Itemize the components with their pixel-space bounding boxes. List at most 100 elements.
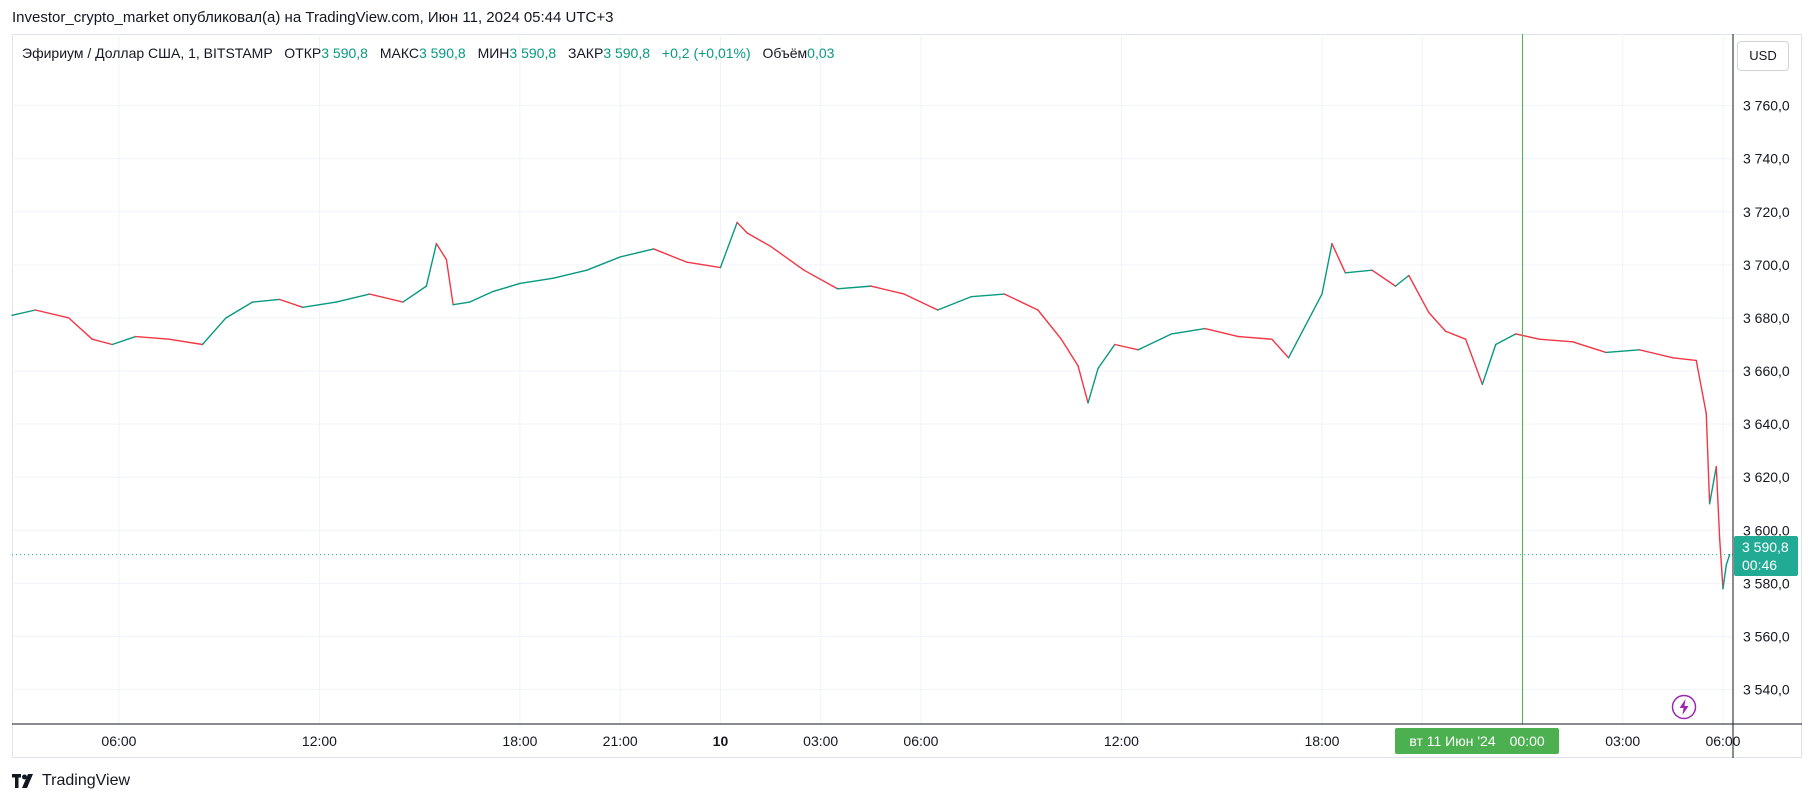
price-segment	[970, 293, 1006, 298]
legend-open-label: ОТКР	[284, 45, 322, 61]
x-tick-label: 06:00	[101, 733, 136, 749]
price-segment	[1695, 359, 1707, 415]
price-segment	[445, 258, 454, 306]
price-segment	[769, 245, 805, 271]
legend-low-label: МИН	[477, 45, 510, 61]
price-segment	[1715, 465, 1721, 539]
y-tick-label: 3 640,0	[1743, 416, 1790, 432]
price-segment	[519, 277, 555, 285]
price-segment	[1321, 242, 1333, 295]
y-tick-label: 3 580,0	[1743, 575, 1790, 591]
price-segment	[936, 296, 972, 311]
x-tick-label: 18:00	[502, 733, 537, 749]
legend-volume-label: Объём	[762, 45, 808, 61]
x-tick-label: 06:00	[903, 733, 938, 749]
crosshair-date: вт 11 Июн '24	[1409, 733, 1496, 749]
legend-close-label: ЗАКР	[568, 45, 604, 61]
price-segment	[201, 317, 227, 346]
price-segment	[134, 335, 170, 340]
y-tick-label: 3 560,0	[1743, 628, 1790, 644]
legend-symbol[interactable]: Эфириум / Доллар США, 1, BITSTAMP	[22, 45, 273, 61]
last-price-countdown: 00:46	[1742, 557, 1778, 573]
legend-close-value: 3 590,8	[603, 45, 651, 61]
y-tick-label: 3 540,0	[1743, 682, 1790, 698]
published-line: Investor_crypto_market опубликовал(а) на…	[12, 9, 614, 26]
price-segment	[1304, 293, 1323, 327]
tradingview-logo-icon	[12, 774, 33, 788]
price-segment	[1408, 274, 1430, 314]
price-segment	[1060, 338, 1079, 367]
legend-high-label: МАКС	[379, 45, 419, 61]
y-tick-label: 3 620,0	[1743, 469, 1790, 485]
price-segment	[1638, 349, 1674, 359]
price-segment	[719, 221, 738, 269]
price-segment	[652, 248, 688, 263]
lightning-bolt-icon[interactable]	[1671, 694, 1697, 720]
price-segment	[1428, 311, 1447, 332]
price-segment	[803, 269, 839, 290]
price-segment	[1444, 330, 1467, 340]
price-segment	[225, 301, 254, 319]
price-segment	[1287, 325, 1306, 359]
chart-frame	[12, 34, 1802, 758]
price-segment	[1114, 343, 1139, 351]
price-segment	[1170, 327, 1206, 335]
price-segment	[1137, 333, 1173, 351]
price-segment	[1097, 343, 1116, 370]
brand-name: TradingView	[42, 772, 131, 789]
crosshair-time: 00:00	[1509, 733, 1545, 749]
y-tick-label: 3 700,0	[1743, 257, 1790, 273]
price-segment	[1672, 357, 1697, 362]
x-tick-label: 18:00	[1304, 733, 1339, 749]
price-segment	[68, 317, 93, 340]
price-segment	[1705, 412, 1711, 505]
currency-button[interactable]: USD	[1737, 41, 1789, 71]
price-segment	[469, 290, 494, 303]
price-segment	[368, 293, 404, 303]
y-tick-label: 3 680,0	[1743, 310, 1790, 326]
price-segment	[1722, 564, 1728, 590]
x-tick-label: 03:00	[1605, 733, 1640, 749]
price-segment	[586, 256, 621, 271]
price-segment	[1204, 327, 1240, 338]
price-segment	[1464, 338, 1484, 386]
legend-open-value: 3 590,8	[321, 45, 368, 61]
x-tick-label: 03:00	[803, 733, 838, 749]
price-segment	[34, 309, 70, 319]
price-series	[11, 34, 1733, 724]
price-segment	[425, 242, 438, 287]
price-segment	[1495, 333, 1517, 346]
grid	[12, 34, 1733, 724]
price-segment	[1708, 465, 1717, 505]
price-segment	[492, 282, 521, 293]
price-segment	[1331, 242, 1347, 274]
price-segment	[552, 269, 588, 279]
y-tick-label: 3 720,0	[1743, 204, 1790, 220]
price-segment	[1515, 333, 1540, 340]
crosshair-date-label: вт 11 Июн '24 00:00	[1395, 728, 1559, 754]
x-tick-label: 12:00	[302, 733, 337, 749]
legend-low-value: 3 590,8	[509, 45, 557, 61]
legend-high-value: 3 590,8	[418, 45, 466, 61]
price-segment	[168, 338, 204, 346]
price-segment	[1037, 309, 1063, 340]
tradingview-brand[interactable]: TradingView	[12, 772, 130, 790]
price-segment	[91, 338, 113, 346]
price-segment	[1087, 367, 1099, 404]
price-segment	[1725, 553, 1731, 566]
price-segment	[278, 298, 304, 309]
price-segment	[619, 248, 655, 258]
x-tick-label: 21:00	[603, 733, 638, 749]
y-tick-label: 3 740,0	[1743, 151, 1790, 167]
axes: 3 540,0 3 560,0 3 580,0 3 600,0 3 620,0 3 640…	[12, 34, 1802, 758]
price-segment	[11, 309, 37, 317]
price-segment	[1371, 269, 1397, 287]
legend-change: +0,2 (+0,01%)	[661, 45, 751, 61]
price-segment	[836, 285, 872, 290]
price-segment	[1344, 269, 1373, 274]
price-segment	[1394, 274, 1410, 287]
price-segment	[870, 285, 905, 295]
price-segment	[1571, 341, 1607, 354]
price-segment	[1538, 338, 1574, 343]
